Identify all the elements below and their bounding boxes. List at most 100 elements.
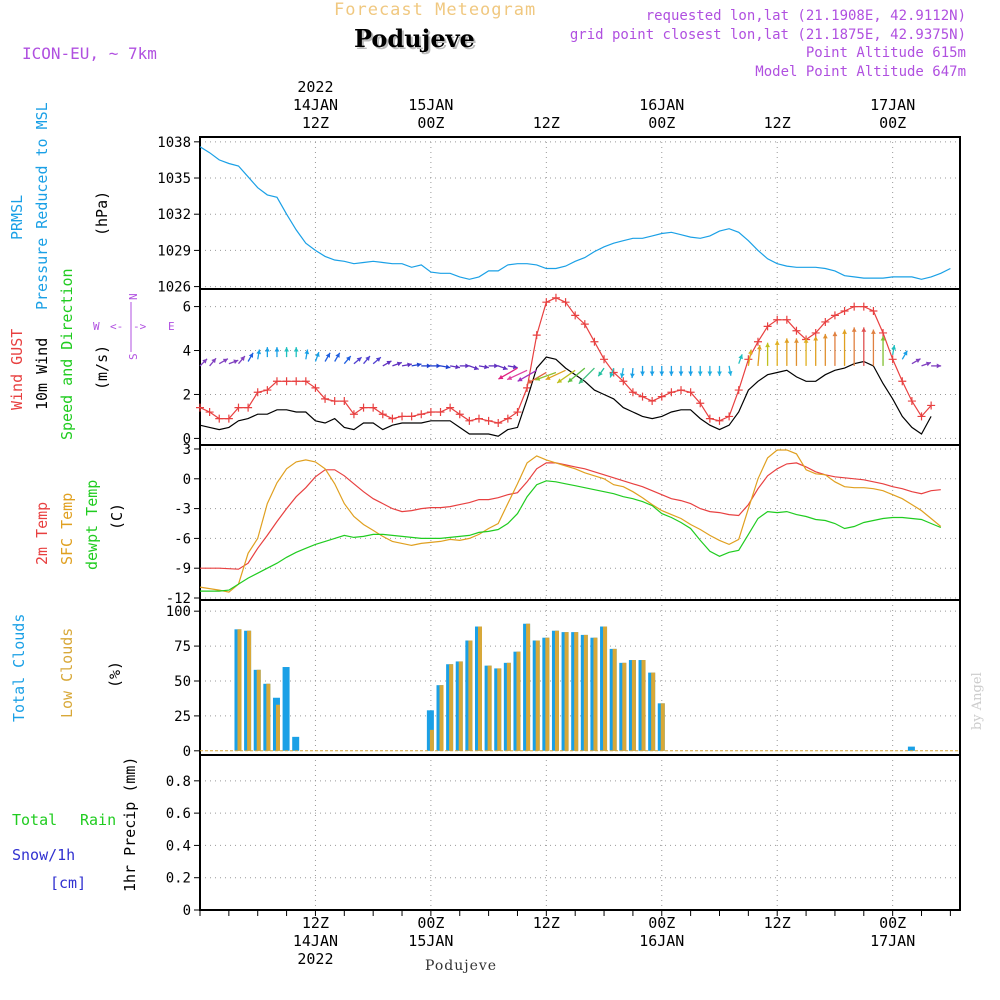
cloud-bar [631,660,636,751]
wind-vector-head [915,358,921,363]
gust-marker [753,337,762,346]
rain-label-2: Rain [80,811,116,829]
point-altitude: Point Altitude 615m [805,45,966,61]
wind-vector-head [803,338,809,343]
wind-vector-head [784,338,790,343]
gust-marker [446,403,455,412]
gust-marker [532,331,541,340]
wind-vector-head [567,377,573,383]
bottom-time-label: 16JAN [639,932,684,950]
wind-vector-head [396,361,402,367]
wind-vector-head [535,376,541,381]
cloud-bar [247,630,252,751]
gust-marker [590,337,599,346]
gust-marker [648,397,657,406]
compass-s: S [127,353,140,360]
pressure-frame [199,136,961,290]
cloud-bar [468,640,473,751]
wind-vector-head [630,373,635,379]
clouds-ytick-label: 75 [174,639,191,655]
wind-vector-head [851,327,857,332]
gust-marker [888,355,897,364]
wind-vector-head [903,350,908,356]
wind-ytick-label: 6 [183,300,191,316]
temp2m-label: 2m Temp [33,502,51,565]
top-time-label: 17JAN [870,96,915,114]
wind-ytick-label: 2 [183,387,191,403]
gust-marker [869,306,878,315]
gust-marker [927,401,936,410]
wind-vector-head [517,377,523,382]
wind-vector-head [757,344,762,350]
wind-vector-head [304,349,310,355]
wind-vector-head [697,371,703,376]
wind-vector-head [640,371,645,376]
gust-marker [859,302,868,311]
wind-vector-head [407,362,412,368]
wind-vector-head [707,371,713,376]
gust-marker [571,311,580,320]
cloud-bar [554,630,559,751]
model-altitude: Model Point Altitude 647m [755,64,966,80]
temperature-ytick-label: -6 [174,531,191,547]
gust-marker [715,416,724,425]
gust-marker [321,394,330,403]
gust-marker [474,414,483,423]
wind-vector-head [842,329,847,334]
wind-vector-head [375,357,381,362]
wind-vector-head [256,349,262,355]
gust-marker [215,414,224,423]
gust-marker [349,410,358,419]
footer-location: Podujeve [425,958,498,974]
cloud-bar [583,634,588,751]
gust-marker [628,388,637,397]
wind-vector-head [891,345,896,350]
wind-vector-head [274,347,280,352]
gust-marker [638,392,647,401]
top-time-label: 15JAN [408,96,453,114]
wind-vector-head [688,371,694,376]
wind-vector-head [445,364,451,370]
wind-vector-head [598,371,603,377]
bottom-time-label: 12Z [533,914,560,932]
gust-marker [282,377,291,386]
cloud-bar [564,632,569,751]
wind-vector-head [738,354,743,360]
wind-vector-head [386,360,392,366]
cloud-bar [526,623,531,751]
wind-vector-head [861,327,867,332]
top-time-label: 12Z [533,114,560,132]
bottom-time-label: 17JAN [870,932,915,950]
gust-marker [830,311,839,320]
cloud-bar [266,683,271,751]
wind-vector-head [748,349,753,355]
wind-vector-head [484,364,489,370]
wind-vector-head [659,371,665,376]
cloud-bar [612,648,617,751]
gridpoint-coords: grid point closest lon,lat (21.1875E, 42… [569,27,966,43]
gust-marker [898,377,907,386]
bottom-time-label: 14JAN [293,932,338,950]
gust-marker [272,377,281,386]
gust-marker [513,408,522,417]
cloud-bar [237,629,242,751]
pressure-ytick-label: 1038 [157,135,191,151]
pressure-ytick-label: 1032 [157,207,191,223]
gust-marker [263,386,272,395]
clouds-ytick-label: 100 [166,604,191,620]
wind-vector-head [202,358,208,364]
pressure-ytick-label: 1035 [157,171,191,187]
cloud-bar [660,703,665,751]
sfc-temp-label: SFC Temp [58,493,76,565]
gust-marker [330,397,339,406]
snow-label: Snow/1h [12,846,75,864]
wind-direction-label: Speed and Direction [58,268,76,440]
wind-vector-head [498,374,504,380]
gust-marker [907,397,916,406]
top-time-label: 00Z [879,114,906,132]
wind-vector-head [240,356,245,361]
bottom-time-label: 00Z [648,914,675,932]
top-time-label: 00Z [417,114,444,132]
wind-vector-head [925,361,931,367]
wind-vector-head [465,363,470,369]
